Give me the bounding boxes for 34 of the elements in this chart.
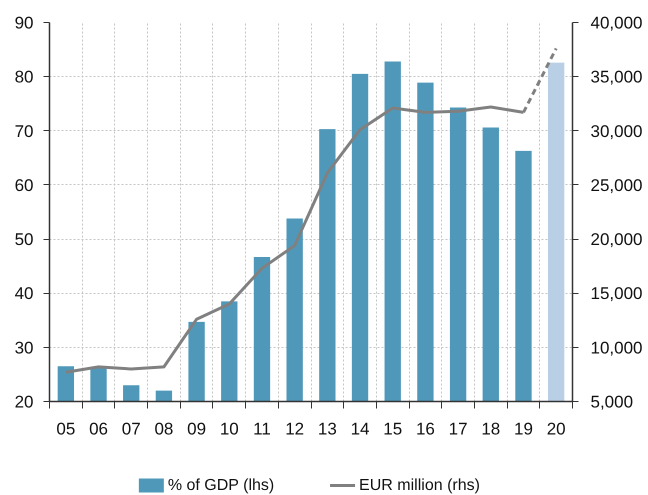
y2-tick-label: 5,000 xyxy=(590,392,634,412)
y-tick-label: 40 xyxy=(14,284,34,304)
x-tick-label: 13 xyxy=(318,420,337,438)
x-tick-label: 15 xyxy=(383,420,402,438)
x-tick-label: 20 xyxy=(546,420,566,438)
x-tick-label: 09 xyxy=(187,420,206,438)
x-tick-label: 14 xyxy=(350,420,370,438)
x-tick-label: 07 xyxy=(122,420,141,438)
x-tick-label: 11 xyxy=(253,420,271,438)
y-tick-label: 70 xyxy=(14,122,34,141)
y2-tick-label: 20,000 xyxy=(590,230,642,250)
x-tick-label: 16 xyxy=(416,420,435,438)
x-tick-label: 08 xyxy=(154,420,174,438)
y2-tick-label: 10,000 xyxy=(590,338,642,358)
x-tick-label: 19 xyxy=(514,420,533,438)
x-tick-label: 17 xyxy=(448,420,468,438)
y2-tick-label: 15,000 xyxy=(590,284,642,304)
x-tick-label: 10 xyxy=(220,420,239,438)
legend-label: EUR million (rhs) xyxy=(359,477,480,494)
y-tick-label: 30 xyxy=(14,338,34,358)
y-tick-label: 50 xyxy=(14,230,34,250)
y-tick-label: 80 xyxy=(14,68,34,87)
x-tick-label: 06 xyxy=(89,420,108,438)
legend-label: % of GDP (lhs) xyxy=(168,477,274,494)
y2-tick-label: 30,000 xyxy=(590,122,642,141)
y-tick-label: 60 xyxy=(14,176,34,195)
y2-tick-label: 40,000 xyxy=(590,14,642,32)
x-tick-label: 18 xyxy=(481,420,500,438)
y-tick-label: 20 xyxy=(14,392,34,412)
y2-tick-label: 25,000 xyxy=(590,176,642,195)
x-tick-label: 05 xyxy=(56,420,76,438)
y2-tick-label: 35,000 xyxy=(590,68,642,87)
y-tick-label: 90 xyxy=(14,14,34,32)
x-tick-label: 12 xyxy=(285,420,304,438)
